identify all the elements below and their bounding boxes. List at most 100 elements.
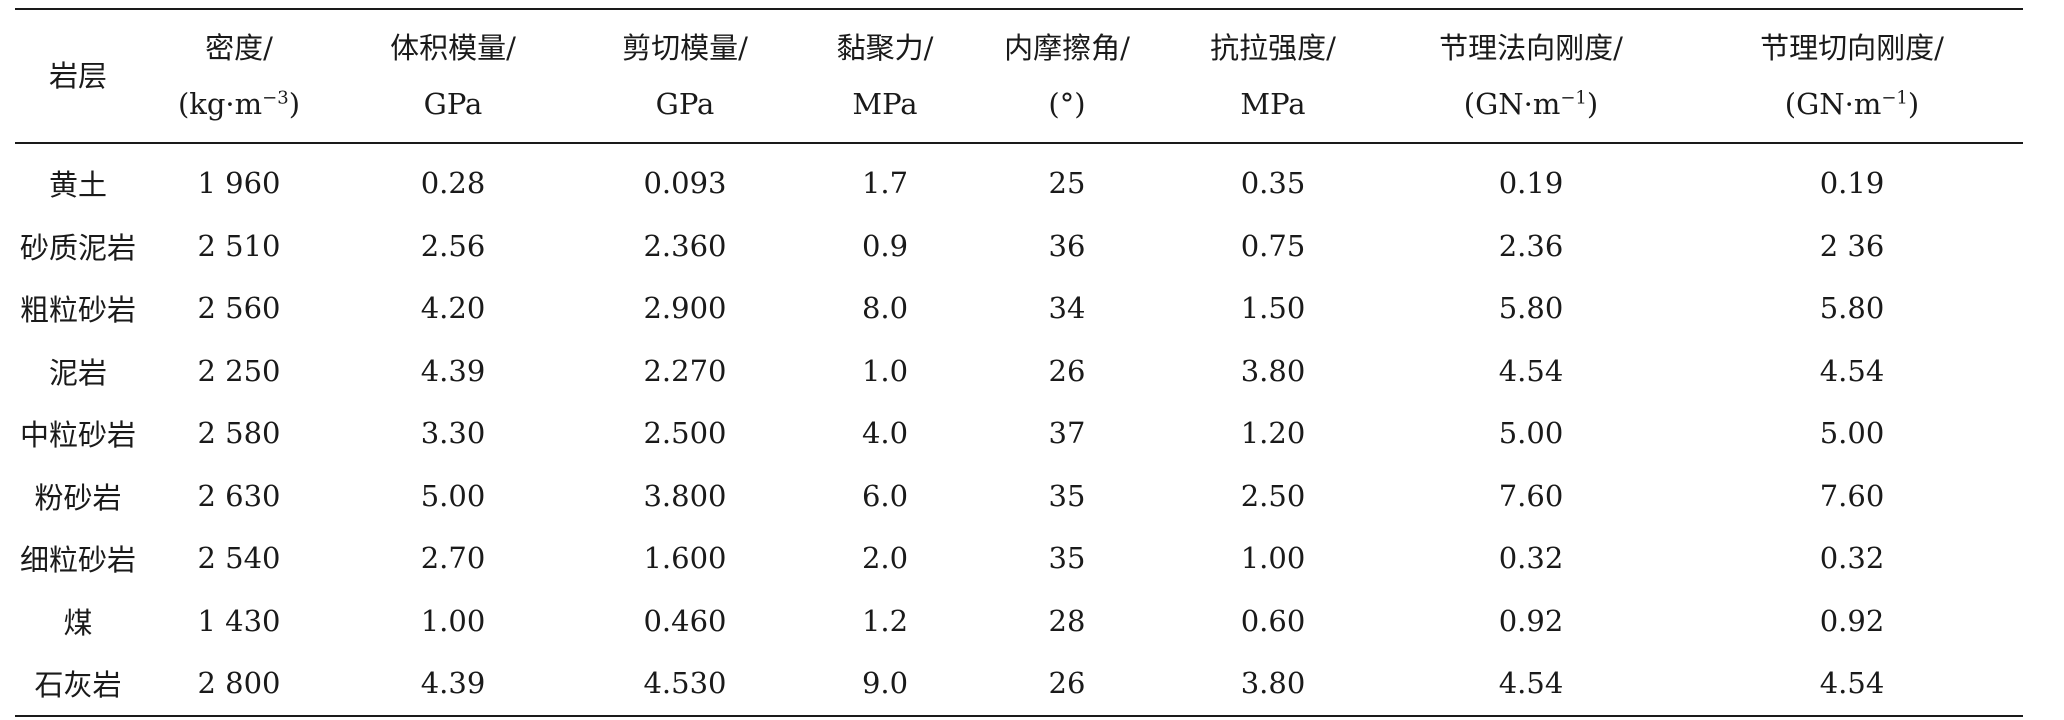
cell-friction-angle: 26 bbox=[1048, 666, 1086, 701]
cell-friction-angle: 35 bbox=[1048, 541, 1086, 576]
cell-tensile-strength: 3.80 bbox=[1240, 666, 1306, 701]
cell-joint-shear-stiffness: 2 36 bbox=[1819, 228, 1885, 263]
header-cohesion: 黏聚力/ MPa bbox=[801, 9, 969, 143]
header-unit: MPa bbox=[852, 87, 918, 121]
cell-shear-modulus: 2.270 bbox=[643, 353, 727, 388]
cell-friction-angle: 37 bbox=[1048, 416, 1086, 451]
header-tensile-strength: 抗拉强度/ MPa bbox=[1165, 9, 1381, 143]
header-unit: MPa bbox=[1240, 87, 1306, 121]
cell-rock-layer: 黄土 bbox=[48, 168, 107, 203]
cell-density: 2 630 bbox=[197, 478, 281, 513]
cell-rock-layer: 细粒砂岩 bbox=[19, 543, 136, 578]
cell-bulk-modulus: 0.28 bbox=[420, 166, 486, 201]
cell-tensile-strength: 1.00 bbox=[1240, 541, 1306, 576]
unit-close: ) bbox=[1907, 87, 1920, 121]
table-row: 黄土 1 960 0.28 0.093 1.7 25 0.35 0.19 0.19 bbox=[15, 143, 2023, 215]
header-shear-modulus: 剪切模量/ GPa bbox=[569, 9, 801, 143]
cell-density: 2 580 bbox=[197, 416, 281, 451]
unit-text: (GN·m bbox=[1784, 87, 1882, 121]
header-joint-normal-stiffness: 节理法向刚度/ (GN·m−1) bbox=[1381, 9, 1681, 143]
cell-rock-layer: 粉砂岩 bbox=[34, 480, 122, 515]
table-body: 黄土 1 960 0.28 0.093 1.7 25 0.35 0.19 0.19 砂质泥岩 2 5… bbox=[15, 143, 2023, 716]
table-row: 泥岩 2 250 4.39 2.270 1.0 26 3.80 4.54 4.54 bbox=[15, 340, 2023, 403]
cell-shear-modulus: 2.360 bbox=[643, 228, 727, 263]
cell-joint-normal-stiffness: 2.36 bbox=[1498, 228, 1564, 263]
unit-exponent: −1 bbox=[1560, 87, 1587, 109]
table-row: 粗粒砂岩 2 560 4.20 2.900 8.0 34 1.50 5.80 5.80 bbox=[15, 277, 2023, 340]
cell-tensile-strength: 0.35 bbox=[1240, 166, 1306, 201]
cell-bulk-modulus: 1.00 bbox=[420, 603, 486, 638]
cell-joint-normal-stiffness: 0.32 bbox=[1498, 541, 1564, 576]
cell-rock-layer: 粗粒砂岩 bbox=[19, 293, 136, 328]
cell-shear-modulus: 2.500 bbox=[643, 416, 727, 451]
cell-cohesion: 8.0 bbox=[861, 291, 909, 326]
header-friction-angle: 内摩擦角/ (°) bbox=[969, 9, 1165, 143]
table-row: 石灰岩 2 800 4.39 4.530 9.0 26 3.80 4.54 4.54 bbox=[15, 652, 2023, 716]
cell-shear-modulus: 0.460 bbox=[643, 603, 727, 638]
table-header: 岩层 密度/ (kg·m−3) 体积模量/ GPa 剪切模量/ GPa 黏聚力/… bbox=[15, 9, 2023, 143]
cell-joint-normal-stiffness: 0.19 bbox=[1498, 166, 1564, 201]
cell-cohesion: 6.0 bbox=[861, 478, 909, 513]
header-label: 密度/ bbox=[205, 31, 273, 65]
cell-shear-modulus: 4.530 bbox=[643, 666, 727, 701]
header-label: 黏聚力/ bbox=[836, 31, 934, 65]
cell-rock-layer: 泥岩 bbox=[48, 355, 107, 390]
cell-bulk-modulus: 3.30 bbox=[420, 416, 486, 451]
cell-cohesion: 1.2 bbox=[861, 603, 909, 638]
cell-rock-layer: 煤 bbox=[63, 605, 93, 640]
cell-density: 1 960 bbox=[197, 166, 281, 201]
cell-cohesion: 9.0 bbox=[861, 666, 909, 701]
header-row: 岩层 密度/ (kg·m−3) 体积模量/ GPa 剪切模量/ GPa 黏聚力/… bbox=[15, 9, 2023, 143]
header-label: 节理法向刚度/ bbox=[1439, 31, 1623, 65]
cell-density: 2 540 bbox=[197, 541, 281, 576]
cell-shear-modulus: 1.600 bbox=[643, 541, 727, 576]
header-rock-layer: 岩层 bbox=[15, 9, 141, 143]
cell-friction-angle: 26 bbox=[1048, 353, 1086, 388]
cell-bulk-modulus: 4.39 bbox=[420, 666, 486, 701]
table-row: 砂质泥岩 2 510 2.56 2.360 0.9 36 0.75 2.36 2 36 bbox=[15, 215, 2023, 278]
cell-cohesion: 1.0 bbox=[861, 353, 909, 388]
header-label: 体积模量/ bbox=[390, 31, 516, 65]
cell-shear-modulus: 2.900 bbox=[643, 291, 727, 326]
cell-joint-shear-stiffness: 0.92 bbox=[1819, 603, 1885, 638]
cell-joint-shear-stiffness: 0.19 bbox=[1819, 166, 1885, 201]
cell-joint-normal-stiffness: 0.92 bbox=[1498, 603, 1564, 638]
header-unit: (GN·m−1) bbox=[1381, 76, 1681, 132]
cell-joint-normal-stiffness: 7.60 bbox=[1498, 478, 1564, 513]
cell-density: 2 560 bbox=[197, 291, 281, 326]
cell-friction-angle: 36 bbox=[1048, 228, 1086, 263]
header-unit: (°) bbox=[1048, 87, 1086, 121]
cell-density: 1 430 bbox=[197, 603, 281, 638]
cell-friction-angle: 35 bbox=[1048, 478, 1086, 513]
cell-friction-angle: 28 bbox=[1048, 603, 1086, 638]
unit-close: ) bbox=[288, 87, 301, 121]
cell-shear-modulus: 0.093 bbox=[643, 166, 727, 201]
header-unit: GPa bbox=[423, 87, 483, 121]
unit-exponent: −3 bbox=[262, 87, 289, 109]
header-density: 密度/ (kg·m−3) bbox=[141, 9, 337, 143]
header-label: 节理切向刚度/ bbox=[1760, 31, 1944, 65]
header-unit: GPa bbox=[655, 87, 715, 121]
cell-joint-normal-stiffness: 5.00 bbox=[1498, 416, 1564, 451]
cell-tensile-strength: 3.80 bbox=[1240, 353, 1306, 388]
table-row: 粉砂岩 2 630 5.00 3.800 6.0 35 2.50 7.60 7.60 bbox=[15, 465, 2023, 528]
cell-density: 2 250 bbox=[197, 353, 281, 388]
rock-parameters-table: 岩层 密度/ (kg·m−3) 体积模量/ GPa 剪切模量/ GPa 黏聚力/… bbox=[15, 8, 2023, 717]
cell-joint-shear-stiffness: 5.00 bbox=[1819, 416, 1885, 451]
unit-text: (kg·m bbox=[177, 87, 263, 121]
cell-bulk-modulus: 4.20 bbox=[420, 291, 486, 326]
header-unit: (GN·m−1) bbox=[1681, 76, 2023, 132]
cell-rock-layer: 中粒砂岩 bbox=[19, 418, 136, 453]
cell-joint-shear-stiffness: 5.80 bbox=[1819, 291, 1885, 326]
cell-cohesion: 1.7 bbox=[861, 166, 909, 201]
cell-density: 2 800 bbox=[197, 666, 281, 701]
cell-rock-layer: 砂质泥岩 bbox=[19, 230, 136, 265]
cell-joint-shear-stiffness: 0.32 bbox=[1819, 541, 1885, 576]
cell-bulk-modulus: 2.56 bbox=[420, 228, 486, 263]
cell-cohesion: 2.0 bbox=[861, 541, 909, 576]
cell-tensile-strength: 0.60 bbox=[1240, 603, 1306, 638]
table-row: 煤 1 430 1.00 0.460 1.2 28 0.60 0.92 0.92 bbox=[15, 590, 2023, 653]
cell-friction-angle: 34 bbox=[1048, 291, 1086, 326]
header-joint-shear-stiffness: 节理切向刚度/ (GN·m−1) bbox=[1681, 9, 2023, 143]
cell-bulk-modulus: 5.00 bbox=[420, 478, 486, 513]
